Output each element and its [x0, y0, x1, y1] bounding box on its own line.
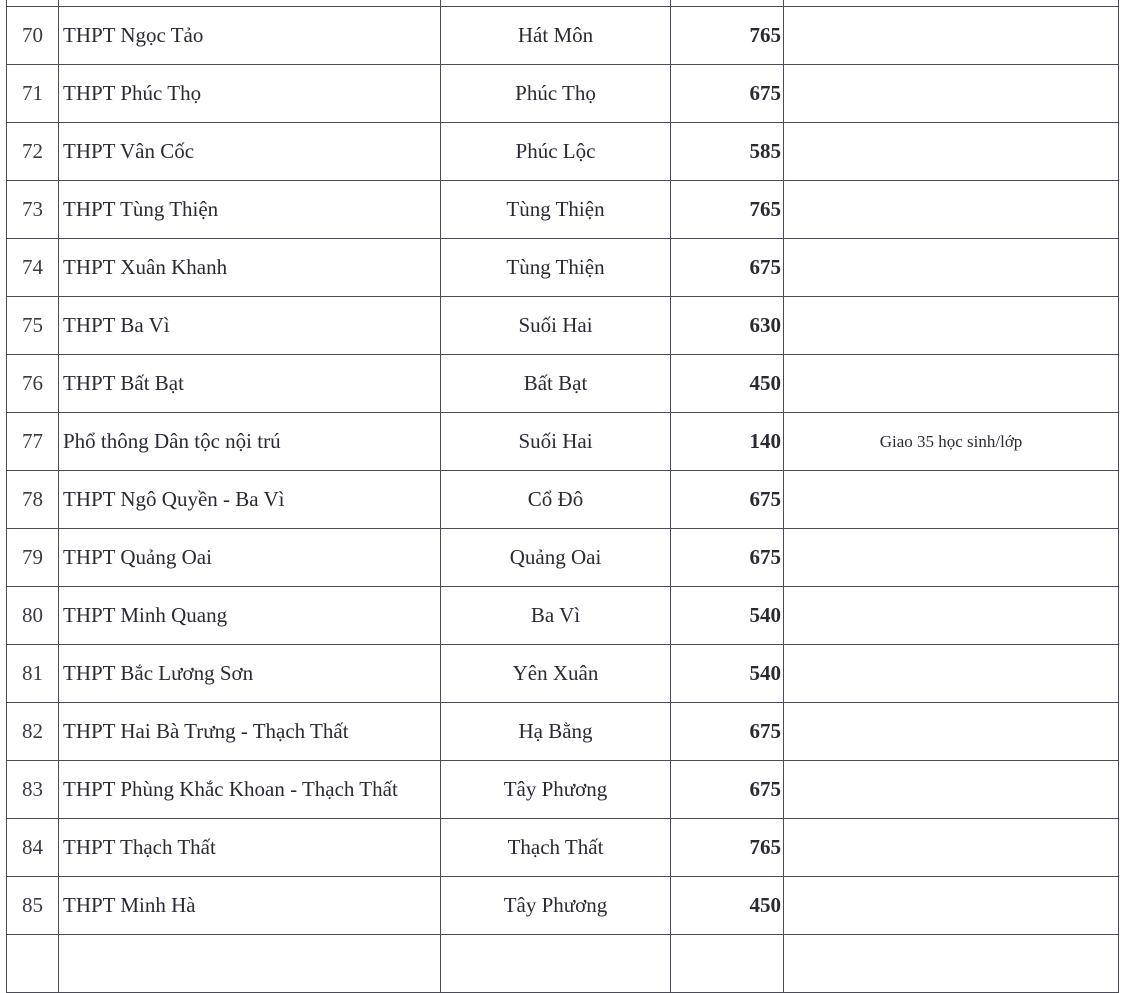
table-row: 72 THPT Vân Cốc Phúc Lộc 585 — [6, 122, 1119, 181]
table-row: 73 THPT Tùng Thiện Tùng Thiện 765 — [6, 180, 1119, 239]
cell-quota: 675 — [670, 528, 784, 587]
cell-school-name: THPT Ngô Quyền - Ba Vì — [58, 470, 441, 529]
cell-school-name: THPT Bắc Lương Sơn — [58, 644, 441, 703]
cell-quota: 765 — [670, 818, 784, 877]
cell-school-name: THPT Phùng Khắc Khoan - Thạch Thất — [58, 760, 441, 819]
cell-school-name: THPT Quảng Oai — [58, 528, 441, 587]
cell-quota: 585 — [670, 122, 784, 181]
cell-note — [783, 470, 1119, 529]
cell-note — [783, 6, 1119, 65]
table-row: 84 THPT Thạch Thất Thạch Thất 765 — [6, 818, 1119, 877]
table-body: 70 THPT Ngọc Tảo Hát Môn 765 71 THPT Phúc Thọ… — [6, 0, 1119, 993]
cell-location: Tây Phương — [440, 876, 671, 935]
cell-location: Hát Môn — [440, 6, 671, 65]
cell-row-number: 75 — [6, 296, 59, 355]
cell-quota: 540 — [670, 586, 784, 645]
cell-row-number: 81 — [6, 644, 59, 703]
table-row: 83 THPT Phùng Khắc Khoan - Thạch Thất Tây … — [6, 760, 1119, 819]
cell-row-number: 78 — [6, 470, 59, 529]
cell-quota: 450 — [670, 354, 784, 413]
cell-note — [783, 122, 1119, 181]
cell-location: Hạ Bằng — [440, 702, 671, 761]
cell-quota: 675 — [670, 64, 784, 123]
cell-row-number: 76 — [6, 354, 59, 413]
cell-note: Giao 35 học sinh/lớp — [783, 412, 1119, 471]
cell-location: Suối Hai — [440, 412, 671, 471]
cell-school-name: THPT Ngọc Tảo — [58, 6, 441, 65]
cell-location: Bất Bạt — [440, 354, 671, 413]
cell-quota: 675 — [670, 238, 784, 297]
cell-school-name: Phổ thông Dân tộc nội trú — [58, 412, 441, 471]
cell-note — [783, 354, 1119, 413]
cell-school-name: THPT Phúc Thọ — [58, 64, 441, 123]
table-row: 81 THPT Bắc Lương Sơn Yên Xuân 540 — [6, 644, 1119, 703]
table-row: 71 THPT Phúc Thọ Phúc Thọ 675 — [6, 64, 1119, 123]
cell-quota: 765 — [670, 6, 784, 65]
cell-location: Quảng Oai — [440, 528, 671, 587]
table-row: 82 THPT Hai Bà Trưng - Thạch Thất Hạ Bằng 6… — [6, 702, 1119, 761]
cell-row-number: 80 — [6, 586, 59, 645]
cell-school-name: THPT Ba Vì — [58, 296, 441, 355]
table-row: 76 THPT Bất Bạt Bất Bạt 450 — [6, 354, 1119, 413]
cell-note — [783, 64, 1119, 123]
table-row: 79 THPT Quảng Oai Quảng Oai 675 — [6, 528, 1119, 587]
cell-note — [783, 760, 1119, 819]
table-row: 78 THPT Ngô Quyền - Ba Vì Cổ Đô 675 — [6, 470, 1119, 529]
cell-location: Cổ Đô — [440, 470, 671, 529]
cell-quota: 540 — [670, 644, 784, 703]
cell-quota: 675 — [670, 760, 784, 819]
cell-location: Tây Phương — [440, 760, 671, 819]
cell-school-name: THPT Vân Cốc — [58, 122, 441, 181]
cell-school-name: THPT Tùng Thiện — [58, 180, 441, 239]
cell-location: Suối Hai — [440, 296, 671, 355]
school-quota-table: 70 THPT Ngọc Tảo Hát Môn 765 71 THPT Phúc Thọ… — [6, 0, 1119, 993]
cell-note — [783, 528, 1119, 587]
cell-school-name: THPT Minh Quang — [58, 586, 441, 645]
cell-row-number: 71 — [6, 64, 59, 123]
cell-location: Thạch Thất — [440, 818, 671, 877]
cell-row-number: 82 — [6, 702, 59, 761]
cell-location: Phúc Thọ — [440, 64, 671, 123]
cell-quota: 140 — [670, 412, 784, 471]
table-row: 75 THPT Ba Vì Suối Hai 630 — [6, 296, 1119, 355]
cell-note — [783, 876, 1119, 935]
cell-note — [783, 644, 1119, 703]
cell-school-name: THPT Bất Bạt — [58, 354, 441, 413]
table-row: 80 THPT Minh Quang Ba Vì 540 — [6, 586, 1119, 645]
cell-quota: 765 — [670, 180, 784, 239]
cell-row-number: 74 — [6, 238, 59, 297]
cell-school-name: THPT Xuân Khanh — [58, 238, 441, 297]
cell-school-name: THPT Hai Bà Trưng - Thạch Thất — [58, 702, 441, 761]
cell-quota: 675 — [670, 702, 784, 761]
cell-row-number: 84 — [6, 818, 59, 877]
cell-note — [783, 296, 1119, 355]
table-row: 74 THPT Xuân Khanh Tùng Thiện 675 — [6, 238, 1119, 297]
table-row: 77 Phổ thông Dân tộc nội trú Suối Hai 140 Gi… — [6, 412, 1119, 471]
cell-row-number: 79 — [6, 528, 59, 587]
cell-row-number: 77 — [6, 412, 59, 471]
cell-quota: 450 — [670, 876, 784, 935]
cell-row-number: 83 — [6, 760, 59, 819]
cell-row-number: 85 — [6, 876, 59, 935]
cell-note — [783, 818, 1119, 877]
table-row: 85 THPT Minh Hà Tây Phương 450 — [6, 876, 1119, 935]
cell-row-number: 73 — [6, 180, 59, 239]
cell-note — [783, 180, 1119, 239]
cell-row-number: 70 — [6, 6, 59, 65]
cell-note — [783, 702, 1119, 761]
cell-row-number: 72 — [6, 122, 59, 181]
cell-location: Tùng Thiện — [440, 238, 671, 297]
cell-quota: 630 — [670, 296, 784, 355]
cell-school-name: THPT Minh Hà — [58, 876, 441, 935]
cell-school-name: THPT Thạch Thất — [58, 818, 441, 877]
cell-location: Phúc Lộc — [440, 122, 671, 181]
cell-quota: 675 — [670, 470, 784, 529]
table-row: 70 THPT Ngọc Tảo Hát Môn 765 — [6, 6, 1119, 65]
cell-note — [783, 586, 1119, 645]
cell-location: Yên Xuân — [440, 644, 671, 703]
cell-location: Ba Vì — [440, 586, 671, 645]
cell-note — [783, 238, 1119, 297]
cell-location: Tùng Thiện — [440, 180, 671, 239]
